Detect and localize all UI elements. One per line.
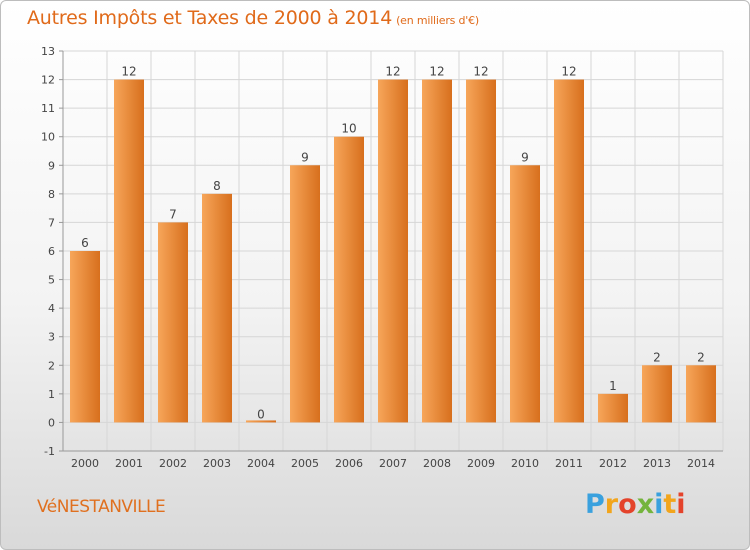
value-label-2011: 12 xyxy=(561,65,576,79)
logo-letter: i xyxy=(676,489,686,520)
value-label-2001: 12 xyxy=(121,65,136,79)
title-text: Autres Impôts et Taxes de 2000 à 2014 xyxy=(27,7,393,29)
proxiti-logo[interactable]: Proxiti xyxy=(585,489,686,520)
y-tick-label: 12 xyxy=(41,74,55,87)
value-label-2009: 12 xyxy=(473,65,488,79)
value-label-2002: 7 xyxy=(169,207,177,221)
y-tick-label: 13 xyxy=(41,45,55,58)
logo-letter: x xyxy=(636,489,655,520)
x-tick-label-2012: 2012 xyxy=(599,457,627,470)
x-tick-label-2004: 2004 xyxy=(247,457,275,470)
bar-2014 xyxy=(686,365,716,423)
y-tick-label: 4 xyxy=(48,302,55,315)
y-tick-label: 6 xyxy=(48,245,55,258)
x-tick-label-2010: 2010 xyxy=(511,457,539,470)
y-tick-label: 1 xyxy=(48,388,55,401)
bar-2011 xyxy=(554,79,584,423)
bar-2003 xyxy=(202,193,232,423)
x-tick-label-2000: 2000 xyxy=(71,457,99,470)
value-label-2005: 9 xyxy=(301,150,309,164)
bar-2004 xyxy=(246,420,276,423)
value-label-2012: 1 xyxy=(609,379,617,393)
value-label-2014: 2 xyxy=(697,350,705,364)
x-tick-label-2003: 2003 xyxy=(203,457,231,470)
y-tick-label: 10 xyxy=(41,131,55,144)
value-label-2007: 12 xyxy=(385,65,400,79)
logo-letter: o xyxy=(618,489,637,520)
y-tick-label: -1 xyxy=(44,445,55,458)
x-tick-label-2009: 2009 xyxy=(467,457,495,470)
bar-2010 xyxy=(510,165,540,423)
y-tick-label: 2 xyxy=(48,359,55,372)
x-tick-label-2007: 2007 xyxy=(379,457,407,470)
logo-letter: t xyxy=(663,489,677,520)
bar-2009 xyxy=(466,79,496,423)
logo-letter: i xyxy=(654,489,664,520)
value-label-2008: 12 xyxy=(429,65,444,79)
y-tick-label: 0 xyxy=(48,416,55,429)
y-tick-label: 7 xyxy=(48,216,55,229)
x-tick-label-2001: 2001 xyxy=(115,457,143,470)
y-tick-label: 9 xyxy=(48,159,55,172)
chart-title: Autres Impôts et Taxes de 2000 à 2014 (en… xyxy=(27,7,479,29)
bar-2005 xyxy=(290,165,320,423)
value-label-2010: 9 xyxy=(521,150,529,164)
value-label-2006: 10 xyxy=(341,122,356,136)
y-tick-label: 5 xyxy=(48,274,55,287)
x-tick-label-2013: 2013 xyxy=(643,457,671,470)
x-tick-label-2011: 2011 xyxy=(555,457,583,470)
value-label-2003: 8 xyxy=(213,179,221,193)
x-tick-label-2008: 2008 xyxy=(423,457,451,470)
bar-2013 xyxy=(642,365,672,423)
title-unit: (en milliers d'€) xyxy=(396,14,479,27)
x-tick-label-2006: 2006 xyxy=(335,457,363,470)
x-tick-label-2005: 2005 xyxy=(291,457,319,470)
value-label-2013: 2 xyxy=(653,350,661,364)
bar-2001 xyxy=(114,79,144,423)
bar-2012 xyxy=(598,393,628,423)
bar-2000 xyxy=(70,251,100,423)
logo-letter: P xyxy=(585,489,605,520)
bar-2007 xyxy=(378,79,408,423)
x-tick-label-2002: 2002 xyxy=(159,457,187,470)
y-tick-label: 11 xyxy=(41,102,55,115)
bar-2008 xyxy=(422,79,452,423)
value-label-2000: 6 xyxy=(81,236,89,250)
value-label-2004: 0 xyxy=(257,407,265,421)
logo-letter: r xyxy=(604,489,619,520)
city-name: VéNESTANVILLE xyxy=(37,497,166,517)
bar-2002 xyxy=(158,222,188,423)
y-tick-label: 3 xyxy=(48,331,55,344)
x-tick-label-2014: 2014 xyxy=(687,457,715,470)
y-tick-label: 8 xyxy=(48,188,55,201)
bar-2006 xyxy=(334,136,364,423)
